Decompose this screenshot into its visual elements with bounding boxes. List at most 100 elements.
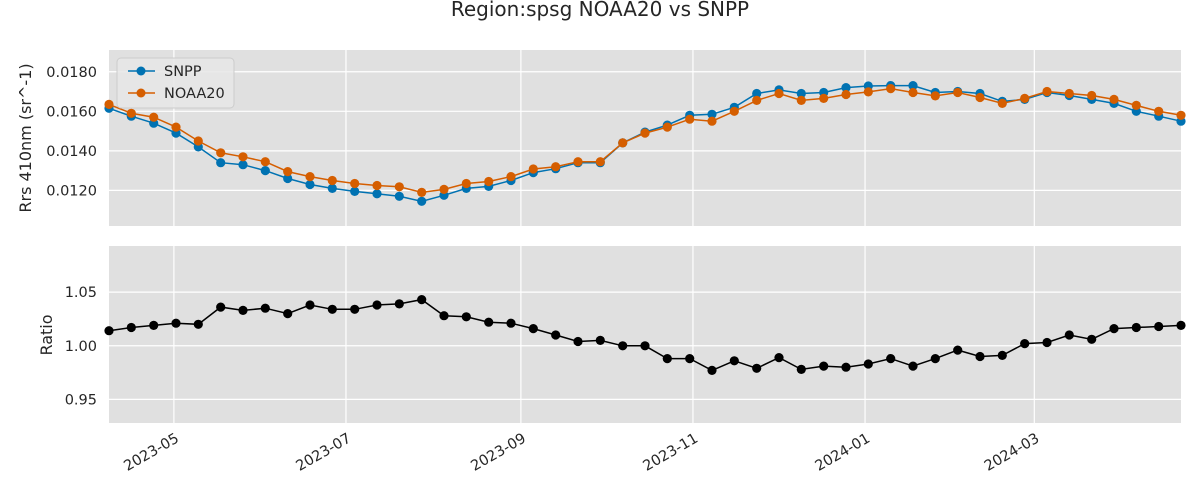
top-data-point	[595, 157, 605, 167]
bottom-data-point	[573, 336, 583, 347]
bottom-data-point	[1154, 321, 1164, 332]
bottom-data-point	[662, 354, 672, 364]
top-data-point	[149, 112, 159, 122]
top-data-point	[975, 92, 985, 103]
top-y-tick-label: 0.0140	[46, 144, 97, 160]
top-data-point	[841, 83, 851, 93]
top-data-point	[1154, 106, 1164, 116]
top-data-point	[796, 88, 806, 99]
bottom-data-point	[372, 300, 382, 310]
top-data-point	[863, 87, 873, 97]
bottom-data-point	[394, 299, 404, 309]
top-panel: 0.0120 0.0140 0.0160 0.0180 Rrs 410nm (sr^-…	[16, 50, 1186, 226]
top-data-point	[1176, 110, 1186, 120]
bottom-data-point	[327, 304, 337, 314]
bottom-data-point	[908, 361, 918, 371]
bottom-data-point	[439, 311, 449, 321]
bottom-data-point	[1109, 324, 1119, 334]
top-data-point	[1109, 94, 1119, 104]
bottom-data-point	[640, 341, 650, 351]
bottom-data-point	[953, 345, 963, 355]
bottom-data-point	[149, 320, 159, 330]
bottom-data-point	[551, 330, 561, 340]
top-data-point	[417, 196, 427, 206]
bottom-data-point	[1131, 322, 1141, 333]
top-data-point	[752, 88, 762, 99]
top-data-point	[283, 167, 293, 177]
top-data-point	[841, 89, 851, 100]
x-tick-label: 2024-03	[982, 431, 1042, 475]
top-data-point	[662, 122, 672, 132]
bottom-data-point	[595, 335, 605, 345]
bottom-data-point	[752, 363, 762, 373]
top-data-point	[752, 95, 762, 105]
top-y-ticks: 0.0120 0.0140 0.0160 0.0180	[46, 65, 97, 200]
top-data-point	[305, 172, 315, 182]
top-grid	[109, 50, 1181, 226]
top-data-point	[1042, 86, 1052, 97]
top-data-point	[193, 136, 203, 146]
bottom-data-point	[774, 353, 784, 363]
top-data-point	[685, 114, 695, 124]
top-data-point	[305, 179, 315, 190]
top-data-point	[327, 175, 337, 186]
top-data-point	[417, 187, 427, 197]
x-tick-labels: 2023-05 2023-07 2023-09 2023-11 2024-01 2024-…	[121, 431, 1042, 475]
legend[interactable]: SNPP NOAA20	[116, 57, 235, 109]
top-data-point	[953, 87, 963, 98]
x-tick-label: 2023-09	[468, 431, 528, 475]
legend-noaa20-marker	[136, 88, 146, 98]
top-data-point	[908, 87, 918, 98]
top-y-tick-label: 0.0180	[46, 65, 97, 81]
legend-snpp-marker	[136, 66, 146, 76]
top-data-point	[506, 172, 516, 182]
top-data-point	[394, 182, 404, 192]
top-data-point	[1087, 90, 1097, 101]
bottom-y-tick-label: 0.95	[65, 392, 97, 408]
top-data-point	[394, 191, 404, 201]
bottom-plot-area	[109, 246, 1181, 423]
top-data-point	[640, 128, 650, 138]
top-data-point	[350, 186, 360, 196]
bottom-data-point	[350, 304, 360, 314]
top-data-point	[997, 98, 1007, 108]
bottom-data-point	[283, 309, 293, 319]
top-data-point	[551, 162, 561, 172]
bottom-data-point	[863, 359, 873, 369]
bottom-data-point	[104, 326, 114, 336]
top-data-point	[171, 122, 181, 132]
bottom-data-point	[618, 341, 628, 351]
top-data-point	[774, 88, 784, 99]
chart-title: Region:spsg NOAA20 vs SNPP	[451, 0, 749, 21]
bottom-data-point	[484, 317, 494, 327]
bottom-data-point	[216, 302, 226, 312]
top-data-point	[439, 184, 449, 194]
bottom-y-tick-label: 1.05	[65, 285, 97, 301]
bottom-data-point	[796, 364, 806, 374]
bottom-data-point	[126, 322, 136, 333]
top-data-point	[372, 189, 382, 199]
bottom-data-point	[886, 354, 896, 364]
top-data-point	[260, 166, 270, 176]
legend-snpp-label: SNPP	[164, 64, 202, 80]
top-data-point	[484, 176, 494, 187]
bottom-y-tick-label: 1.00	[65, 339, 97, 355]
bottom-data-point	[1176, 320, 1186, 330]
bottom-y-axis-label: Ratio	[37, 314, 56, 355]
x-tick-label: 2023-11	[640, 431, 700, 475]
top-data-point	[1064, 88, 1074, 99]
top-data-point	[216, 148, 226, 158]
top-series	[104, 81, 1186, 206]
top-data-point	[238, 152, 248, 162]
top-data-point	[528, 164, 538, 174]
top-data-point	[1020, 93, 1030, 103]
top-y-axis-label: Rrs 410nm (sr^-1)	[16, 63, 35, 212]
top-data-point	[1131, 100, 1141, 110]
x-tick-label: 2023-05	[121, 431, 181, 475]
top-data-point	[618, 138, 628, 148]
top-data-point	[260, 157, 270, 167]
bottom-data-point	[930, 354, 940, 364]
bottom-data-point	[1020, 339, 1030, 349]
top-data-point	[327, 183, 337, 193]
